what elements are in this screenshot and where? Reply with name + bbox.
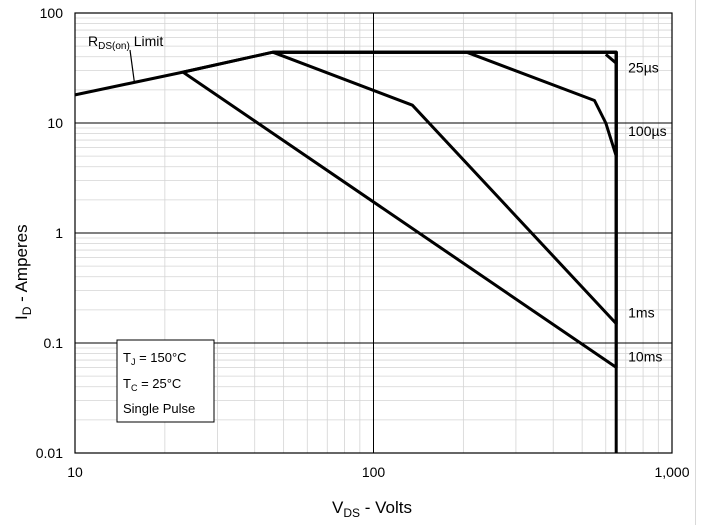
y-tick-label: 0.01 xyxy=(36,445,63,461)
y-axis-label: ID - Amperes xyxy=(12,224,34,320)
rds-limit-label: RDS(on) Limit xyxy=(88,33,163,52)
y-tick-label: 10 xyxy=(47,115,63,131)
y-tick-label: 1 xyxy=(55,225,63,241)
y-tick-label: 100 xyxy=(40,5,64,21)
series-label: 10ms xyxy=(628,349,662,365)
conditions-box-frame xyxy=(116,339,215,423)
series-label: 25µs xyxy=(628,59,659,75)
page-edge-line xyxy=(695,0,696,525)
series-line xyxy=(182,50,618,369)
x-tick-label: 10 xyxy=(67,464,83,480)
x-axis-label: VDS - Volts xyxy=(332,498,412,520)
plot-frame xyxy=(74,12,673,454)
condition-tj: TJ = 150°C xyxy=(123,350,187,367)
curves xyxy=(74,49,618,453)
series-label: 100µs xyxy=(628,123,666,139)
series-label: 1ms xyxy=(628,304,654,320)
series-labels: 25µs 100µs 1ms 10ms xyxy=(628,59,666,364)
conditions-box: TJ = 150°C TC = 25°C Single Pulse xyxy=(116,339,215,423)
x-tick-label: 1,000 xyxy=(654,464,689,480)
tick-labels: 10 100 1,000 100 10 1 0.1 0.01 xyxy=(36,5,690,480)
x-tick-label: 100 xyxy=(362,464,386,480)
rds-label-pointer xyxy=(129,49,135,83)
condition-single-pulse: Single Pulse xyxy=(123,401,195,416)
y-tick-label: 0.1 xyxy=(44,335,64,351)
series-line xyxy=(272,50,618,326)
series-line xyxy=(272,50,618,65)
condition-tc: TC = 25°C xyxy=(123,376,181,393)
